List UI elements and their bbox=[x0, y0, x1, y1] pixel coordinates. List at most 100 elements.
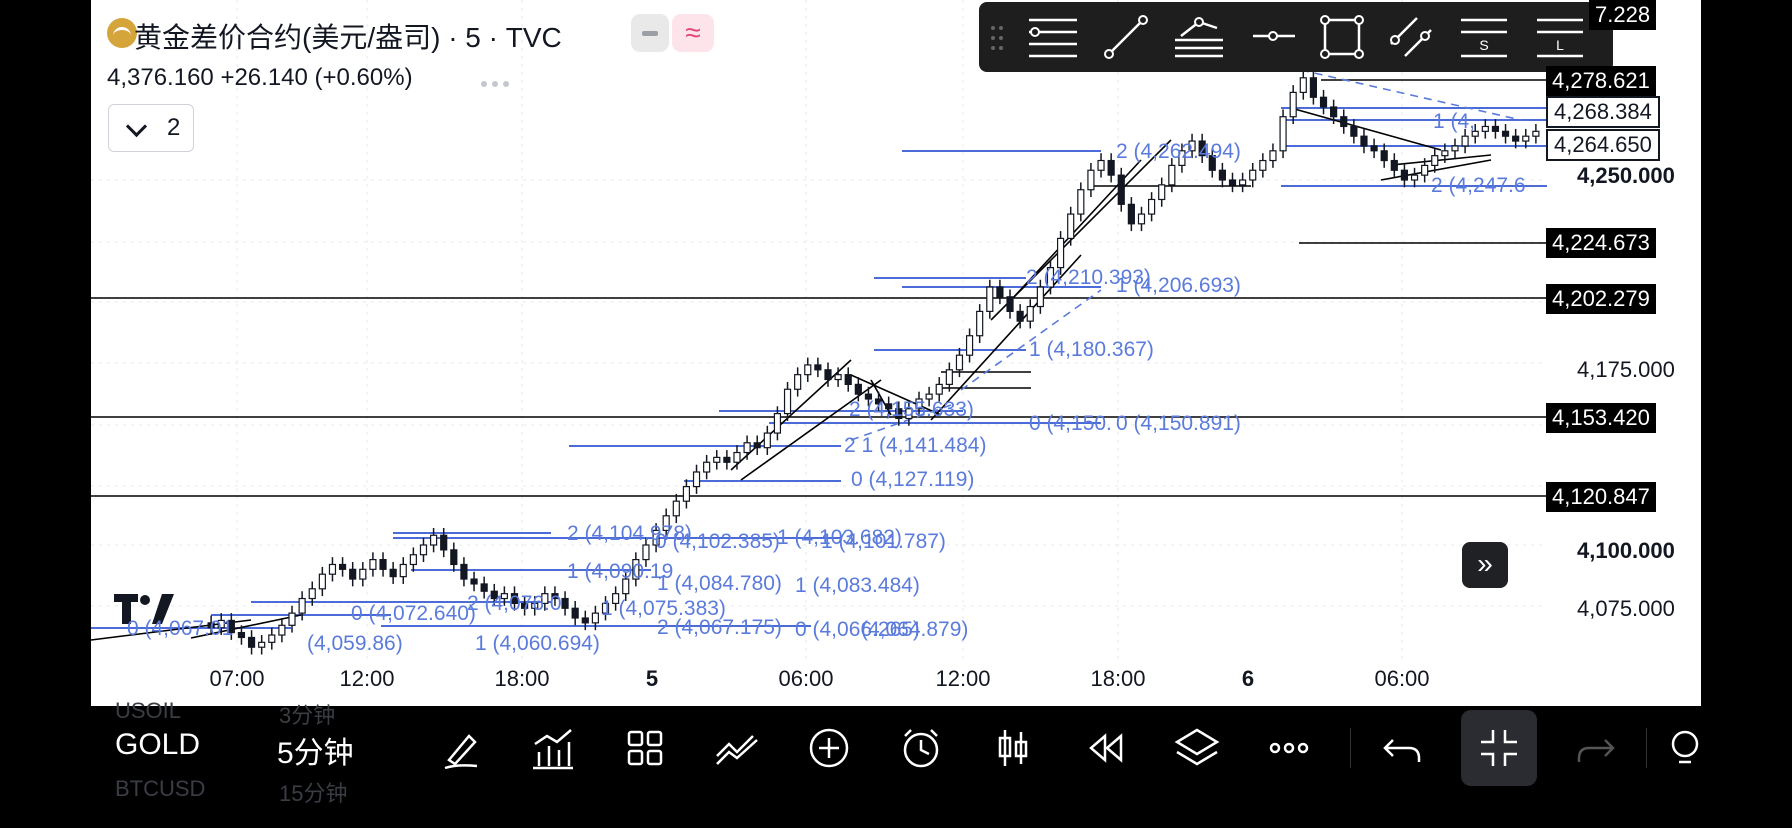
grid-lines bbox=[91, 0, 1546, 660]
candle-body bbox=[1046, 267, 1055, 288]
candle-body bbox=[864, 393, 873, 400]
rectangle-icon[interactable] bbox=[1319, 14, 1365, 60]
drawing-pen-icon[interactable] bbox=[437, 724, 485, 772]
candle-body bbox=[450, 549, 458, 566]
candle-body bbox=[1249, 169, 1257, 181]
interval-selector[interactable]: 5分钟 bbox=[277, 737, 354, 770]
add-icon[interactable] bbox=[805, 724, 853, 772]
candle-body bbox=[824, 369, 832, 381]
candle-body bbox=[268, 634, 276, 643]
fib-level-label: 1 (4,101.787) bbox=[821, 530, 946, 553]
candle-body bbox=[1501, 130, 1510, 137]
layers-icon[interactable] bbox=[1173, 724, 1221, 772]
candle-body bbox=[814, 364, 822, 371]
fib-level-label: 0 (4,127.119) bbox=[851, 468, 975, 491]
candlesticks[interactable] bbox=[207, 70, 1540, 655]
symbol-title[interactable]: 黄金差价合约(美元/盎司) · 5 · TVC bbox=[134, 22, 562, 53]
bottom-toolbar[interactable]: USOIL 3分钟 GOLD 5分钟 BTCUSD 15分钟 bbox=[91, 698, 1701, 806]
fib-l-icon[interactable]: L bbox=[1535, 16, 1585, 60]
candle-body bbox=[601, 602, 610, 614]
candle-body bbox=[1309, 77, 1318, 98]
collapse-icon[interactable] bbox=[1475, 724, 1523, 772]
fullscreen-exit-button[interactable] bbox=[1461, 710, 1537, 786]
redo-icon[interactable] bbox=[1571, 724, 1619, 772]
candle-body bbox=[328, 563, 337, 575]
more-icon[interactable] bbox=[1265, 724, 1313, 772]
candle-body bbox=[763, 432, 771, 449]
candle-body bbox=[794, 374, 802, 390]
chart-area[interactable]: 黄金差价合约(美元/盎司) · 5 · TVC ≈ 4,376.160 +26.… bbox=[91, 0, 1701, 706]
candle-type-icon[interactable] bbox=[989, 724, 1037, 772]
candle-body bbox=[1168, 164, 1176, 186]
candle-body bbox=[723, 456, 731, 463]
candle-body bbox=[1158, 184, 1166, 201]
fib-retracement-icon[interactable] bbox=[1027, 16, 1079, 60]
horizontal-line-icon[interactable] bbox=[1251, 16, 1297, 56]
price-change: 4,376.160 +26.140 (+0.60%) bbox=[107, 64, 413, 91]
fib-level-label: 0 (4,072.640) bbox=[351, 602, 476, 625]
candle-body bbox=[1360, 135, 1368, 147]
candle-body bbox=[652, 529, 660, 546]
indicators-toggle-button[interactable]: 2 bbox=[108, 104, 194, 152]
candle-body bbox=[996, 286, 1004, 298]
fib-s-icon[interactable]: S bbox=[1459, 16, 1509, 60]
layout-grid-icon[interactable] bbox=[621, 724, 669, 772]
time-axis-label: 5 bbox=[645, 666, 659, 691]
candle-body bbox=[541, 593, 549, 605]
parallel-channel-icon[interactable] bbox=[1387, 14, 1435, 60]
more-dots-icon[interactable] bbox=[481, 74, 514, 92]
candle-body bbox=[359, 568, 367, 580]
candle-body bbox=[1319, 96, 1328, 108]
drawing-toolbar[interactable]: S L bbox=[979, 2, 1613, 72]
candle-body bbox=[753, 442, 761, 449]
fib-extension-icon[interactable] bbox=[1173, 14, 1225, 60]
candle-body bbox=[703, 461, 711, 473]
candle-body bbox=[1279, 116, 1287, 152]
compare-icon[interactable] bbox=[713, 724, 761, 772]
fib-level-label: (4,059.86) bbox=[307, 632, 403, 655]
candle-body bbox=[237, 631, 246, 639]
indicators-icon[interactable] bbox=[529, 724, 577, 772]
candle-body bbox=[379, 558, 387, 570]
horizontal-lines[interactable] bbox=[91, 242, 1547, 497]
fib-level-label: 2 (4,247.6 bbox=[1431, 174, 1526, 197]
price-chart[interactable] bbox=[91, 0, 1701, 706]
candle-body bbox=[1077, 189, 1085, 215]
candle-body bbox=[1087, 169, 1095, 191]
alarm-icon[interactable] bbox=[897, 724, 945, 772]
fib-level-label: 1 (4,084.780) bbox=[657, 572, 782, 595]
candle-body bbox=[925, 393, 933, 400]
candle-body bbox=[521, 602, 529, 609]
symbol-selector[interactable]: GOLD bbox=[115, 728, 201, 761]
time-axis-label: 06:00 bbox=[778, 666, 834, 691]
trend-lines[interactable] bbox=[91, 79, 1547, 641]
candle-body bbox=[1208, 155, 1216, 171]
candle-body bbox=[986, 286, 994, 313]
candle-body bbox=[1289, 91, 1297, 118]
candle-body bbox=[510, 593, 519, 605]
candle-body bbox=[217, 619, 225, 629]
approx-badge-icon[interactable]: ≈ bbox=[672, 14, 714, 52]
candle-body bbox=[369, 558, 377, 570]
candle-body bbox=[976, 310, 984, 337]
trend-line-icon[interactable] bbox=[1103, 14, 1149, 60]
replay-icon[interactable] bbox=[1081, 724, 1129, 772]
fib-level-label: 2 (4,067.175) bbox=[657, 616, 782, 639]
expand-panel-button[interactable]: » bbox=[1462, 542, 1508, 588]
lightbulb-icon[interactable] bbox=[1661, 724, 1709, 772]
candle-body bbox=[1330, 106, 1338, 118]
drag-handle-icon[interactable] bbox=[989, 24, 1007, 52]
fib-dash-lines[interactable] bbox=[850, 69, 1522, 441]
minus-badge-icon[interactable] bbox=[631, 14, 669, 52]
undo-icon[interactable] bbox=[1379, 724, 1427, 772]
candle-body bbox=[733, 451, 741, 463]
price-axis-label: 4,100.000 bbox=[1577, 538, 1675, 563]
candle-body bbox=[1451, 145, 1459, 152]
price-axis-label: 4,224.673 bbox=[1546, 228, 1656, 258]
candle-body bbox=[955, 354, 964, 371]
candle-body bbox=[349, 568, 357, 580]
fib-lines[interactable] bbox=[91, 107, 1547, 629]
candle-body bbox=[399, 563, 407, 578]
candle-body bbox=[844, 374, 852, 385]
candle-body bbox=[1148, 198, 1156, 215]
